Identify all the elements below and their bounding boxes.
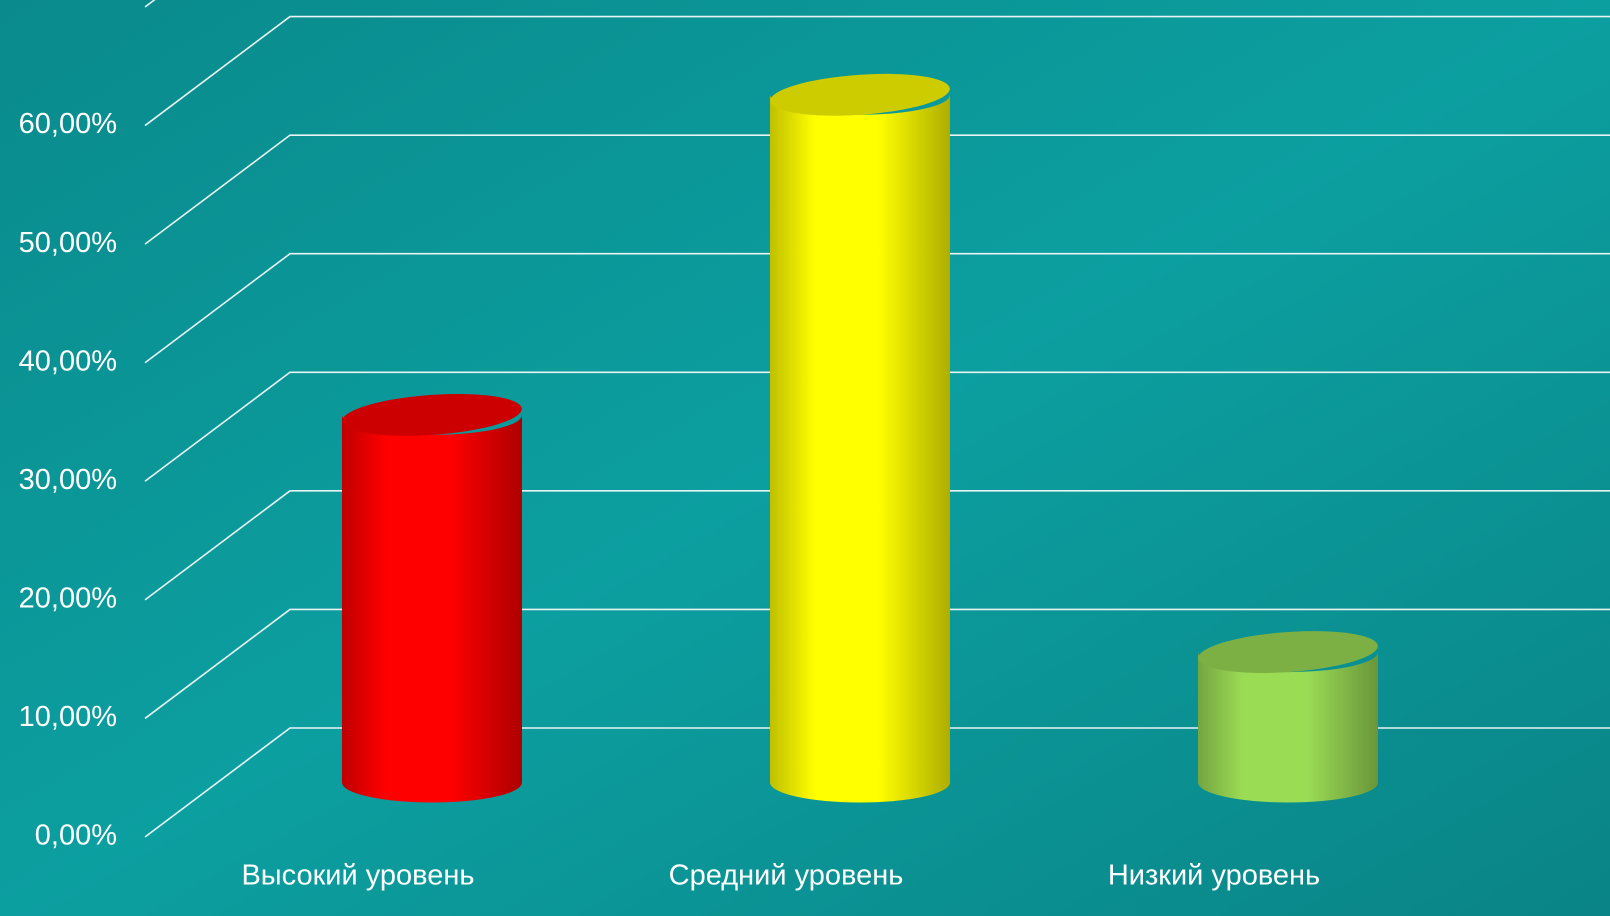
grid-line — [144, 15, 1610, 127]
y-tick-label: 10,00% — [19, 701, 117, 733]
y-tick-label: 20,00% — [19, 583, 117, 615]
bar-shade — [342, 414, 522, 803]
grid-line — [144, 727, 1610, 838]
grid-line — [144, 608, 1610, 720]
bar-top-shade — [1198, 631, 1378, 673]
grid-line — [144, 371, 1610, 482]
bar-shade — [770, 94, 950, 803]
y-tick-label: 50,00% — [19, 227, 117, 259]
plot: 0,00% 10,00% 20,00% 30,00% 40,00% 50,00% 60,00… — [19, 0, 1610, 892]
y-tick-label: 40,00% — [19, 345, 117, 377]
bar-top — [770, 73, 950, 116]
grid-line — [144, 252, 1610, 364]
y-tick-label: 30,00% — [19, 464, 117, 496]
y-tick-label: 60,00% — [19, 108, 117, 140]
x-tick-label: Высокий уровень — [241, 860, 474, 892]
bar-top-shade — [770, 73, 950, 116]
bar-top-shade — [342, 394, 522, 436]
bar-top — [1198, 631, 1378, 673]
x-tick-label: Средний уровень — [669, 860, 904, 892]
grid-line — [144, 134, 1610, 245]
bar-shade — [1198, 652, 1378, 803]
y-tick-label: 0,00% — [35, 820, 117, 852]
x-tick-label: Низкий уровень — [1108, 860, 1320, 892]
bar-top — [342, 394, 522, 436]
grid-line — [144, 490, 1610, 601]
